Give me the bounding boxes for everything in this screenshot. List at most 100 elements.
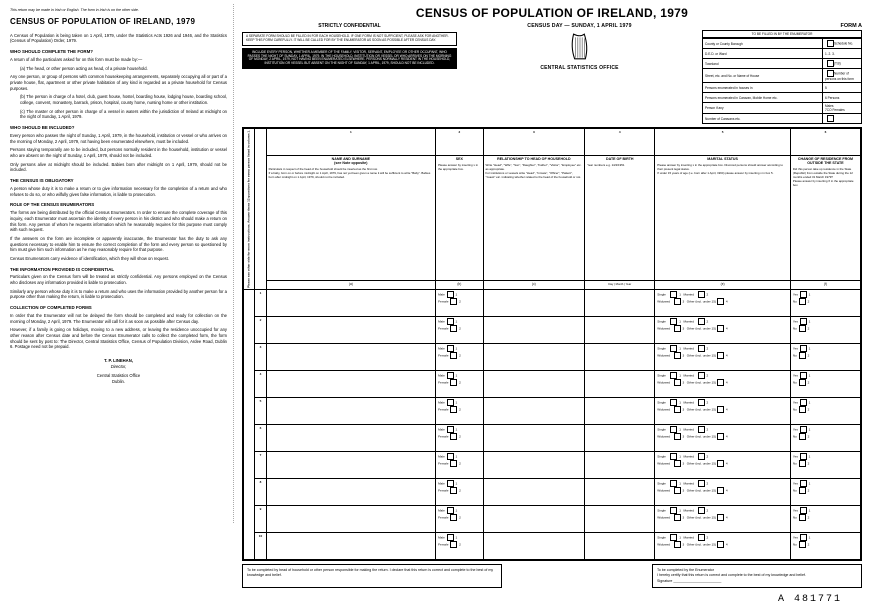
enum-field-value[interactable]: Number of persons on this form xyxy=(823,69,862,83)
column-foot-label: Day | Month | Year xyxy=(585,280,655,289)
enum-field-value[interactable]: 5 xyxy=(823,83,862,93)
dob-cell[interactable] xyxy=(585,289,655,316)
residence-cell[interactable]: Yes 1No 2 xyxy=(790,505,860,532)
director-title: Director, xyxy=(10,364,227,370)
dob-cell[interactable] xyxy=(585,424,655,451)
marital-cell[interactable]: Single 1 Married 2 Widowed 3 Other (incl… xyxy=(655,289,791,316)
relationship-cell[interactable] xyxy=(483,316,585,343)
row-number: 8 xyxy=(255,478,266,505)
residence-cell[interactable]: Yes 1No 2 xyxy=(790,316,860,343)
name-cell[interactable] xyxy=(266,343,436,370)
section-paragraph: A return of all the particulars asked fo… xyxy=(10,57,227,63)
name-cell[interactable] xyxy=(266,478,436,505)
dob-cell[interactable] xyxy=(585,478,655,505)
sex-cell[interactable]: Male 1Female 2 xyxy=(436,424,483,451)
marital-cell[interactable]: Single 1 Married 2 Widowed 3 Other (incl… xyxy=(655,424,791,451)
residence-cell[interactable]: Yes 1No 2 xyxy=(790,532,860,559)
name-cell[interactable] xyxy=(266,424,436,451)
column-foot-label: (c) xyxy=(483,280,585,289)
name-cell[interactable] xyxy=(266,397,436,424)
enum-field-value[interactable]: (T.B) xyxy=(823,59,862,69)
dob-cell[interactable] xyxy=(585,370,655,397)
sex-cell[interactable]: Male 1Female 2 xyxy=(436,451,483,478)
dob-cell[interactable] xyxy=(585,397,655,424)
intro-paragraph: A Census of Population is being taken on… xyxy=(10,33,227,44)
name-cell[interactable] xyxy=(266,505,436,532)
marital-cell[interactable]: Single 1 Married 2 Widowed 3 Other (incl… xyxy=(655,397,791,424)
enum-field-label: Persons enumerated in Caravan, Mobile Ho… xyxy=(703,93,823,103)
dob-cell[interactable] xyxy=(585,316,655,343)
marital-cell[interactable]: Single 1 Married 2 Widowed 3 Other (incl… xyxy=(655,370,791,397)
section-heading: THE CENSUS IS OBLIGATORY xyxy=(10,178,227,184)
enum-field-label: Persons enumerated in houses in xyxy=(703,83,823,93)
enum-field-value[interactable]: 1. 2. 3. xyxy=(823,49,862,59)
sex-cell[interactable]: Male 1Female 2 xyxy=(436,478,483,505)
marital-cell[interactable]: Single 1 Married 2 Widowed 3 Other (incl… xyxy=(655,316,791,343)
column-header: RELATIONSHIP TO HEAD OF HOUSEHOLDWrite "… xyxy=(483,155,585,280)
person-row: 6Male 1Female 2Single 1 Married 2 Widowe… xyxy=(244,424,861,451)
relationship-cell[interactable] xyxy=(483,343,585,370)
header-row: STRICTLY CONFIDENTIAL A SEPARATE FORM SH… xyxy=(242,23,862,124)
sex-cell[interactable]: Male 1Female 2 xyxy=(436,505,483,532)
enum-field-value[interactable]: 6 Persons xyxy=(823,93,862,103)
enum-field-label: Street, etc. and No. or Name of House xyxy=(703,69,823,83)
name-cell[interactable] xyxy=(266,316,436,343)
section-paragraph: In order that the Enumerator will not be… xyxy=(10,313,227,324)
person-row: 10 Male 1Female 2 Single 1 Married 2 Widow… xyxy=(244,532,861,559)
sex-cell[interactable]: Male 1Female 2 xyxy=(436,532,483,559)
dob-cell[interactable] xyxy=(585,343,655,370)
section-heading: WHO SHOULD COMPLETE THE FORM? xyxy=(10,49,227,55)
section-heading: THE INFORMATION PROVIDED IS CONFIDENTIAL xyxy=(10,267,227,273)
row-number: 7 xyxy=(255,451,266,478)
dob-cell[interactable] xyxy=(585,505,655,532)
relationship-cell[interactable] xyxy=(483,532,585,559)
column-number: 3 xyxy=(483,129,585,156)
residence-cell[interactable]: Yes 1No 2 xyxy=(790,451,860,478)
residence-cell[interactable]: Yes 1No 2 xyxy=(790,343,860,370)
relationship-cell[interactable] xyxy=(483,424,585,451)
sex-cell[interactable]: Male 1Female 2 xyxy=(436,397,483,424)
residence-cell[interactable]: Yes 1No 2 xyxy=(790,424,860,451)
relationship-cell[interactable] xyxy=(483,397,585,424)
marital-cell[interactable]: Single 1 Married 2 Widowed 3 Other (incl… xyxy=(655,451,791,478)
column-number: 6 xyxy=(790,129,860,156)
name-cell[interactable] xyxy=(266,370,436,397)
enumerator-box-header: TO BE FILLED IN BY THE ENUMERATOR xyxy=(703,31,861,38)
enum-field-value[interactable]: Males 7CO Females xyxy=(823,103,862,114)
name-cell[interactable] xyxy=(266,532,436,559)
marital-cell[interactable]: Single 1 Married 2 Widowed 3 Other (incl… xyxy=(655,478,791,505)
person-row: 2Male 1Female 2Single 1 Married 2 Widowe… xyxy=(244,316,861,343)
relationship-cell[interactable] xyxy=(483,505,585,532)
enum-field-value[interactable] xyxy=(823,114,862,124)
name-cell[interactable] xyxy=(266,451,436,478)
residence-cell[interactable]: Yes 1No 2 xyxy=(790,370,860,397)
residence-cell[interactable]: Yes 1No 2 xyxy=(790,478,860,505)
dob-cell[interactable] xyxy=(585,532,655,559)
top-note: This return may be made in Irish or Engl… xyxy=(10,8,227,13)
relationship-cell[interactable] xyxy=(483,370,585,397)
enum-field-label: Person if any xyxy=(703,103,823,114)
residence-cell[interactable]: Yes 1No 2 xyxy=(790,397,860,424)
relationship-cell[interactable] xyxy=(483,451,585,478)
marital-cell[interactable]: Single 1 Married 2 Widowed 3 Other (incl… xyxy=(655,505,791,532)
name-cell[interactable] xyxy=(266,289,436,316)
left-title: CENSUS OF POPULATION OF IRELAND, 1979 xyxy=(10,17,227,28)
sex-cell[interactable]: Male 1Female 2 xyxy=(436,316,483,343)
row-number: 10 xyxy=(255,532,266,559)
marital-cell[interactable]: Single 1 Married 2 Widowed 3 Other (incl… xyxy=(655,532,791,559)
sex-cell[interactable]: Male 1Female 2 xyxy=(436,370,483,397)
section-paragraph: Any one person, or group of persons with… xyxy=(10,74,227,91)
relationship-cell[interactable] xyxy=(483,289,585,316)
sex-cell[interactable]: Male 1Female 2 xyxy=(436,289,483,316)
row-number-header xyxy=(255,129,266,290)
row-number: 4 xyxy=(255,370,266,397)
relationship-cell[interactable] xyxy=(483,478,585,505)
dob-cell[interactable] xyxy=(585,451,655,478)
column-header: SEXPlease answer by inserting x in the a… xyxy=(436,155,483,280)
marital-cell[interactable]: Single 1 Married 2 Widowed 3 Other (incl… xyxy=(655,343,791,370)
section-paragraph: (c) The master or other person in charge… xyxy=(20,109,227,120)
residence-cell[interactable]: Yes 1No 2 xyxy=(790,289,860,316)
enum-field-value[interactable]: Schedule No. xyxy=(823,39,862,49)
section-paragraph: (a) The head, or other person acting as … xyxy=(20,66,227,72)
sex-cell[interactable]: Male 1Female 2 xyxy=(436,343,483,370)
